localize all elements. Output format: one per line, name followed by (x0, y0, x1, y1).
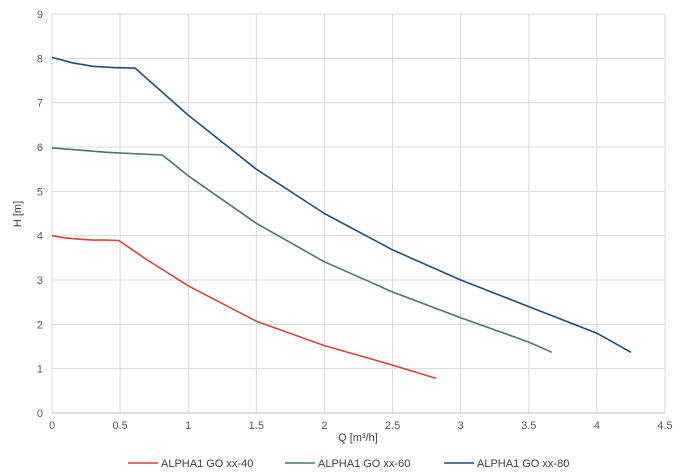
y-tick-label: 2 (37, 319, 43, 331)
y-tick-label: 6 (37, 142, 43, 154)
legend-label-2: ALPHA1 GO xx-60 (318, 458, 410, 470)
x-tick-label: 2.5 (385, 420, 400, 432)
y-tick-label: 5 (37, 186, 43, 198)
x-axis-ticks: 0 0.5 1 1.5 2 2.5 3 3.5 4 4.5 (49, 420, 673, 432)
series-line-2 (51, 147, 553, 354)
legend: ALPHA1 GO xx-40 ALPHA1 GO xx-60 ALPHA1 GO … (128, 458, 569, 470)
x-tick-label: 0 (49, 420, 55, 432)
y-tick-label: 4 (37, 231, 43, 243)
y-tick-label: 1 (37, 364, 43, 376)
legend-label-1: ALPHA1 GO xx-40 (161, 458, 253, 470)
y-tick-label: 8 (37, 53, 43, 65)
series-line-3 (51, 56, 632, 353)
legend-label-3: ALPHA1 GO xx-80 (477, 458, 569, 470)
y-axis-title: H [m] (12, 201, 24, 227)
x-tick-label: 3.5 (521, 420, 536, 432)
y-tick-label: 3 (37, 275, 43, 287)
y-axis-ticks: 0 1 2 3 4 5 6 7 8 9 (37, 9, 43, 420)
x-tick-label: 1 (185, 420, 191, 432)
y-tick-label: 9 (37, 9, 43, 21)
y-tick-label: 0 (37, 408, 43, 420)
series-layer (51, 56, 632, 380)
series-line-1 (51, 234, 437, 380)
x-tick-label: 2 (321, 420, 327, 432)
grid-lines (51, 13, 666, 414)
x-tick-label: 3 (458, 420, 464, 432)
x-tick-label: 1.5 (249, 420, 264, 432)
x-tick-label: 4 (594, 420, 600, 432)
x-tick-label: 4.5 (657, 420, 672, 432)
y-tick-label: 7 (37, 98, 43, 110)
x-tick-label: 0.5 (112, 420, 127, 432)
x-axis-title: Q [m³/h] (338, 432, 378, 444)
